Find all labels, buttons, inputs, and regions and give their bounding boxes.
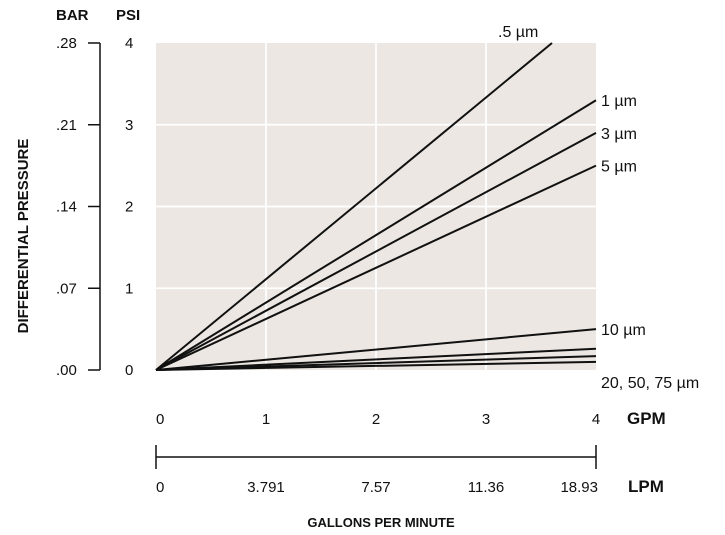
x-axis-label: GALLONS PER MINUTE <box>307 515 455 530</box>
lpm-tick-label: 18.93 <box>560 479 598 496</box>
series-line <box>155 347 597 371</box>
gpm-tick-label: 3 <box>482 411 490 428</box>
psi-tick-label: 2 <box>125 199 133 216</box>
gpm-tick-label: 1 <box>262 411 270 428</box>
y-axis-label: DIFFERENTIAL PRESSURE <box>15 139 32 334</box>
lpm-tick-label: 0 <box>156 479 164 496</box>
gpm-tick-label: 4 <box>592 411 600 428</box>
series-line <box>155 42 553 371</box>
gpm-tick-label: 2 <box>372 411 380 428</box>
series-label: 10 µm <box>601 322 646 339</box>
series-label: 1 µm <box>601 93 637 110</box>
psi-tick-label: 3 <box>125 117 133 134</box>
psi-tick-label: 1 <box>125 280 133 297</box>
series-line <box>155 164 597 371</box>
gpm-axis-ticks: 0 1 2 3 4 <box>156 411 600 428</box>
gpm-tick-label: 0 <box>156 411 164 428</box>
bar-tick-label: .28 <box>56 35 77 52</box>
series-line <box>155 99 597 371</box>
series-label: 3 µm <box>601 126 637 143</box>
psi-tick-label: 0 <box>125 362 133 379</box>
series-label: .5 µm <box>498 24 538 41</box>
bar-axis-ticks: .00 .07 .14 .21 .28 <box>56 35 100 379</box>
lpm-tick-label: 3.791 <box>247 479 285 496</box>
bar-unit-label: BAR <box>56 7 89 24</box>
bar-tick-label: .07 <box>56 280 77 297</box>
psi-axis-ticks: 0 1 2 3 4 <box>125 35 133 379</box>
psi-unit-label: PSI <box>116 7 140 24</box>
bar-tick-label: .00 <box>56 362 77 379</box>
series-line <box>155 360 597 371</box>
gpm-unit-label: GPM <box>627 409 666 428</box>
series-label: 5 µm <box>601 159 637 176</box>
bar-tick-label: .14 <box>56 199 77 216</box>
lpm-unit-label: LPM <box>628 477 664 496</box>
lpm-axis-ticks: 0 3.791 7.57 11.36 18.93 <box>155 445 598 496</box>
series-lines <box>155 42 597 371</box>
series-label-annotation: 20, 50, 75 µm <box>601 375 699 392</box>
bar-tick-label: .21 <box>56 117 77 134</box>
series-line <box>155 328 597 371</box>
lpm-tick-label: 11.36 <box>468 479 504 496</box>
series-labels: .5 µm 1 µm 3 µm 5 µm 10 µm 20, 50, 75 µm <box>498 24 699 392</box>
psi-tick-label: 4 <box>125 35 133 52</box>
series-line <box>155 132 597 371</box>
lpm-tick-label: 7.57 <box>361 479 390 496</box>
